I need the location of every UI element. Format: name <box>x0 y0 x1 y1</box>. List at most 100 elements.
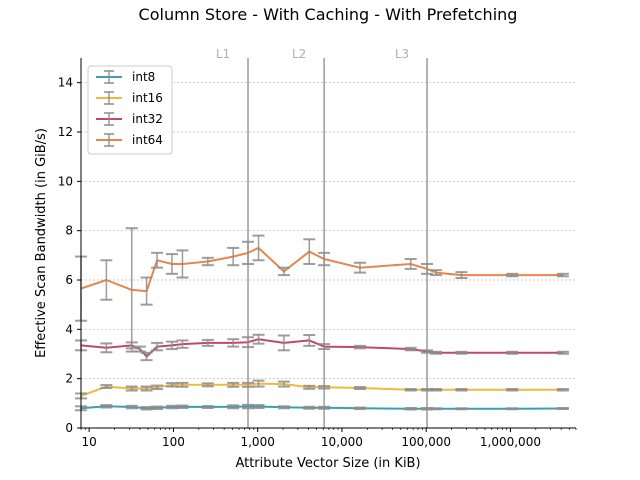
legend: int8 int16 int32 int64 <box>87 65 173 155</box>
error-bar <box>277 266 290 277</box>
error-bar <box>125 404 138 410</box>
error-bar <box>252 379 265 388</box>
legend-label: int16 <box>132 91 163 105</box>
error-bar <box>556 407 569 411</box>
y-tick-label: 2 <box>65 372 73 386</box>
error-bar <box>455 271 468 280</box>
series-int8 <box>75 403 569 412</box>
error-bar <box>125 227 138 353</box>
error-bar <box>176 381 189 388</box>
error-bar <box>151 405 164 411</box>
error-bar <box>506 350 519 355</box>
y-tick-label: 6 <box>65 273 73 287</box>
legend-label: int8 <box>132 70 155 84</box>
cache-label-l1: L1 <box>216 47 230 61</box>
error-bar <box>303 384 316 390</box>
error-bar <box>151 251 164 269</box>
y-tick-label: 0 <box>65 421 73 435</box>
error-bar <box>353 344 366 350</box>
legend-item-int32: int32 <box>96 112 163 126</box>
error-bar <box>353 386 366 391</box>
error-bar <box>165 382 178 388</box>
error-bar <box>242 403 255 410</box>
error-bar <box>318 343 331 351</box>
cache-level-markers: L1 L2 L3 <box>216 47 428 428</box>
x-tick-label: 10 <box>82 435 97 449</box>
error-bar <box>252 234 265 262</box>
error-bar <box>506 272 519 278</box>
error-bar <box>140 385 153 392</box>
error-bar <box>506 407 519 411</box>
error-bar <box>404 258 417 270</box>
error-bar <box>455 350 468 355</box>
error-bar <box>140 351 153 362</box>
error-bar <box>165 340 178 351</box>
x-tick-label: 100,000 <box>401 435 451 449</box>
error-bar <box>125 385 138 392</box>
error-bar <box>303 334 316 347</box>
error-bar <box>176 404 189 410</box>
error-bar <box>201 256 214 267</box>
legend-item-int8: int8 <box>96 70 155 84</box>
error-bar <box>303 238 316 265</box>
error-bar <box>404 346 417 352</box>
error-bar <box>227 381 240 388</box>
error-bar <box>318 405 331 410</box>
error-bar <box>176 339 189 349</box>
error-bar <box>165 253 178 275</box>
error-bar <box>176 249 189 279</box>
cache-label-l3: L3 <box>395 47 409 61</box>
error-bar <box>455 407 468 411</box>
error-bar <box>353 261 366 274</box>
error-bar <box>353 406 366 411</box>
error-bar <box>430 350 443 355</box>
y-axis-label: Effective Scan Bandwidth (in GiB/s) <box>34 128 49 358</box>
error-bar <box>201 382 214 388</box>
error-bar <box>430 407 443 411</box>
error-bar <box>318 385 331 390</box>
series-line-int32 <box>81 338 563 358</box>
error-bar <box>140 276 153 306</box>
error-bar <box>151 384 164 391</box>
error-bar <box>421 262 434 275</box>
error-bar <box>100 384 113 390</box>
series-group <box>75 227 569 412</box>
error-bar <box>252 333 265 345</box>
error-bar <box>506 388 519 392</box>
error-bar <box>151 341 164 352</box>
error-bar <box>100 342 113 354</box>
cache-label-l2: L2 <box>292 47 306 61</box>
error-bar <box>100 259 113 301</box>
error-bar <box>201 338 214 347</box>
legend-item-int16: int16 <box>96 91 163 105</box>
error-bar <box>455 388 468 392</box>
error-bar <box>165 404 178 410</box>
error-bar <box>303 405 316 410</box>
error-bar <box>227 338 240 348</box>
error-bar <box>556 272 569 278</box>
error-bar <box>430 388 443 392</box>
error-bar <box>556 388 569 392</box>
series-line-int64 <box>81 246 563 293</box>
error-bar <box>242 336 255 349</box>
x-tick-label: 10,000 <box>321 435 363 449</box>
legend-label: int32 <box>132 112 163 126</box>
error-bar <box>100 404 113 409</box>
legend-label: int64 <box>132 133 163 147</box>
error-bar <box>201 405 214 410</box>
error-bar <box>227 246 240 267</box>
y-tick-label: 14 <box>58 76 73 90</box>
error-bar <box>404 388 417 392</box>
error-bar <box>430 269 443 277</box>
x-tick-label: 1,000,000 <box>480 435 541 449</box>
error-bar <box>404 407 417 411</box>
axes: 0 2 4 6 8 10 12 14 10 100 1,000 10,000 100,000 1,000,… <box>58 58 577 449</box>
error-bar <box>227 404 240 410</box>
y-tick-label: 12 <box>58 125 73 139</box>
y-tick-label: 4 <box>65 322 73 336</box>
legend-item-int64: int64 <box>96 133 163 147</box>
error-bar <box>242 381 255 388</box>
y-tick-label: 10 <box>58 174 73 188</box>
error-bar <box>277 405 290 410</box>
